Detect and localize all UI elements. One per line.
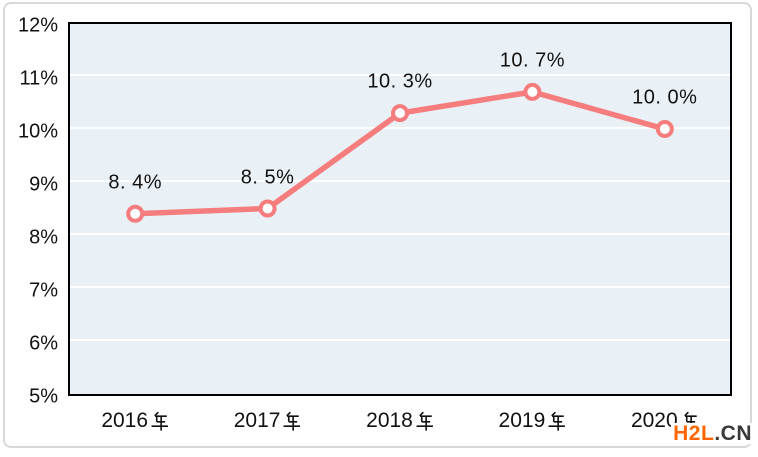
- y-axis-tick-label: 10%: [17, 120, 58, 143]
- grid-line: [70, 74, 730, 76]
- year-text: 2018: [366, 409, 413, 432]
- grid-line: [70, 233, 730, 235]
- y-axis-tick-label: 11%: [19, 67, 58, 90]
- year-text: 2016: [101, 409, 149, 432]
- x-axis-category-label: 2017: [234, 409, 302, 433]
- outer-frame: [3, 2, 752, 448]
- year-text: 2019: [498, 409, 546, 432]
- x-axis-category-label: 2019: [499, 409, 567, 433]
- data-point-label: 10. 0%: [632, 86, 698, 109]
- nian-year-character: [416, 411, 433, 431]
- data-point-label: 8. 5%: [240, 166, 295, 188]
- watermark-suffix-text: .CN: [714, 422, 752, 445]
- grid-line: [70, 339, 730, 341]
- grid-line: [70, 180, 730, 182]
- x-axis-category-label: 2016: [101, 409, 169, 433]
- year-text: 2017: [233, 409, 281, 432]
- watermark-brand-text: H2L: [673, 422, 715, 445]
- nian-year-character: [548, 411, 566, 431]
- x-axis-category-label: 2020: [631, 409, 699, 433]
- nian-year-character: [151, 411, 168, 431]
- y-axis-tick-label: 8%: [29, 226, 58, 249]
- y-axis-tick-label: 9%: [29, 173, 58, 196]
- year-text: 2020: [630, 409, 678, 432]
- grid-line: [70, 127, 730, 129]
- y-axis-tick-label: 6%: [29, 332, 58, 355]
- x-axis-category-label: 2018: [366, 409, 434, 433]
- watermark-h2l-cn: H2L.CN: [671, 423, 752, 444]
- y-axis-tick-label: 7%: [29, 279, 58, 302]
- data-point-label: 10. 7%: [499, 49, 566, 72]
- grid-line: [70, 286, 730, 288]
- data-point-label: 8. 4%: [108, 171, 163, 194]
- nian-year-character: [283, 411, 301, 431]
- data-point-label: 10. 3%: [367, 70, 433, 93]
- y-axis-tick-label: 5%: [29, 385, 58, 408]
- y-axis-tick-label: 12%: [17, 14, 58, 37]
